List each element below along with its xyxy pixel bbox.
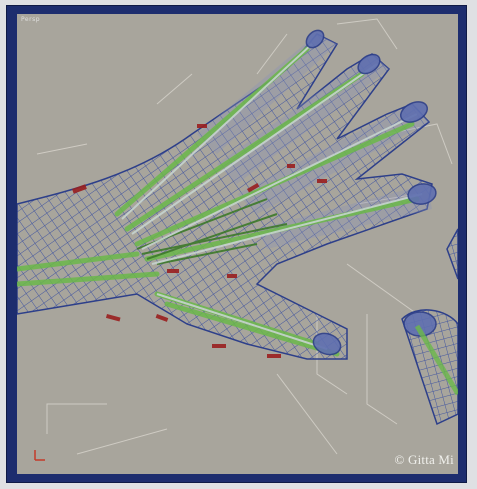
copyright-notice: © Gitta Mi: [394, 452, 454, 467]
hand-rig-render: [17, 18, 458, 461]
3d-viewport[interactable]: Persp © Gitta Mi: [17, 14, 458, 474]
viewport-frame: Persp © Gitta Mi: [6, 5, 467, 483]
axis-gizmo-icon: [34, 450, 45, 461]
viewport-label[interactable]: Persp: [21, 16, 40, 23]
